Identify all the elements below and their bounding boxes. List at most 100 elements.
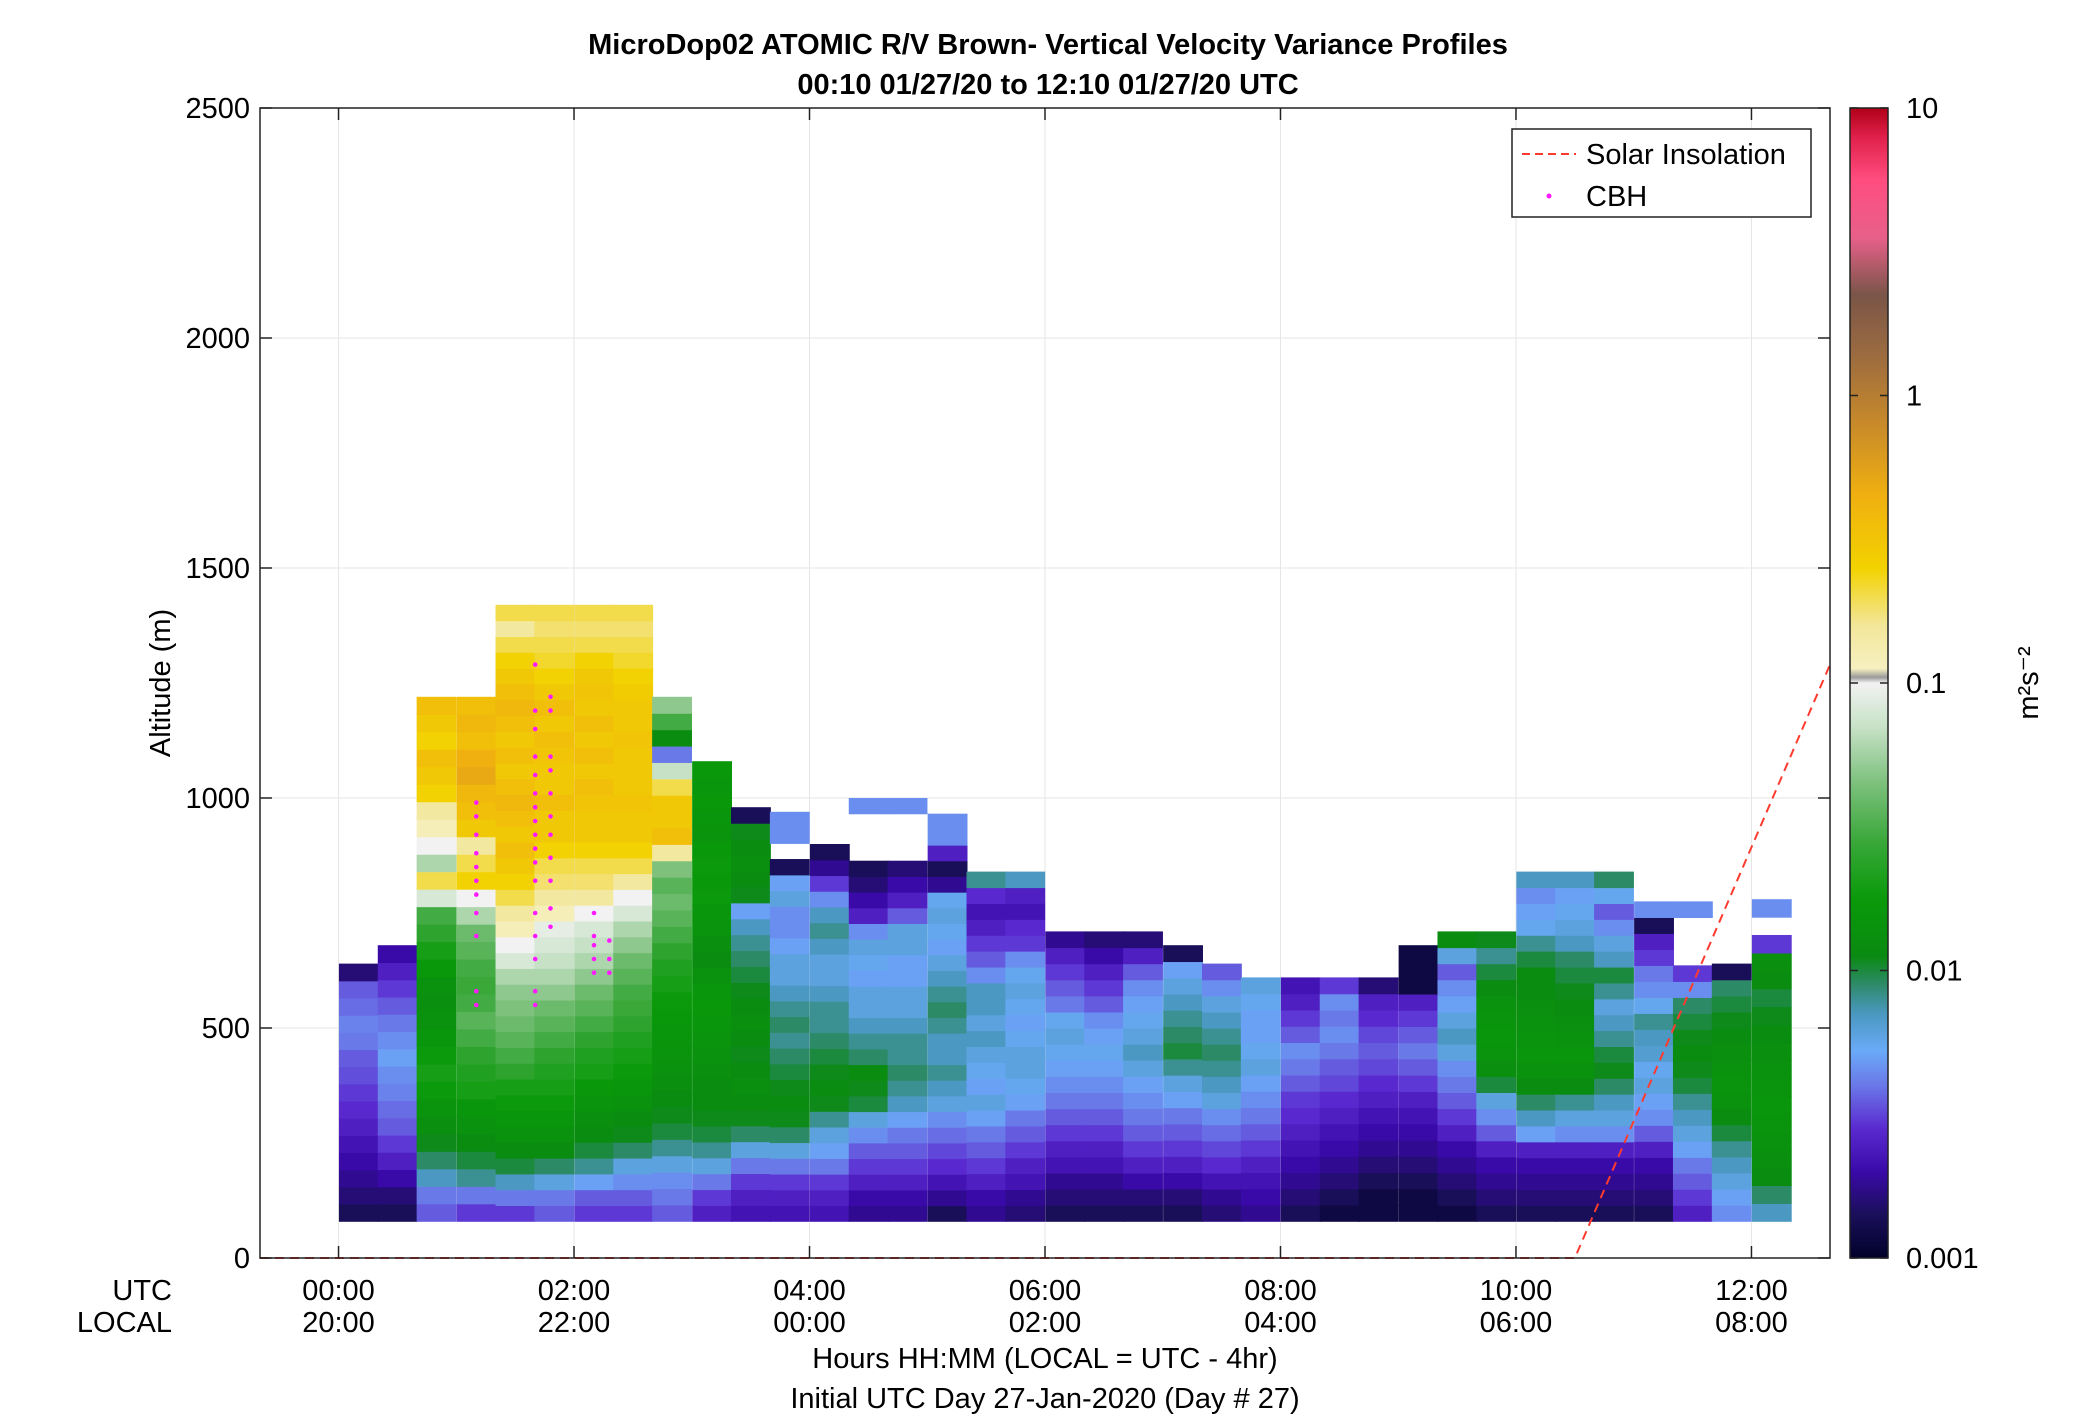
heatmap-cell — [1123, 1124, 1163, 1142]
heatmap-cell — [692, 935, 733, 953]
heatmap-cell — [731, 1189, 771, 1206]
heatmap-cell — [1280, 1204, 1321, 1222]
heatmap-cell — [1594, 871, 1634, 889]
heatmap-cell — [1516, 919, 1557, 936]
heatmap-cell — [966, 1125, 1007, 1143]
heatmap-cell — [809, 891, 850, 908]
x-tick-label-utc: 06:00 — [1009, 1275, 1082, 1307]
heatmap-cell — [966, 966, 1007, 984]
cbh-point — [591, 956, 597, 962]
heatmap-cell — [1751, 899, 1792, 918]
legend-box — [1511, 128, 1812, 218]
colorbar-label: m²s⁻² — [2013, 646, 2045, 720]
heatmap-cell — [495, 1110, 536, 1127]
heatmap-cell — [416, 854, 457, 873]
heatmap-cell — [1163, 1010, 1203, 1027]
heatmap-cell — [966, 982, 1007, 1000]
heatmap-cell — [574, 1157, 615, 1175]
heatmap-cell — [534, 1142, 575, 1159]
cbh-point — [548, 754, 553, 759]
heatmap-cell — [574, 715, 615, 732]
heatmap-cell — [731, 1061, 771, 1079]
heatmap-cell — [927, 1048, 968, 1066]
heatmap-cell — [1280, 1091, 1321, 1109]
heatmap-cell — [1594, 1173, 1634, 1191]
heatmap-cell — [1437, 1172, 1478, 1190]
heatmap-cell — [1319, 1058, 1360, 1076]
heatmap-cell — [377, 1117, 418, 1136]
chart-subtitle: 00:10 01/27/20 to 12:10 01/27/20 UTC — [797, 69, 1298, 101]
heatmap-cell — [848, 923, 889, 940]
heatmap-cell — [1005, 871, 1046, 889]
heatmap-cell — [769, 1142, 810, 1159]
cbh-point — [591, 970, 597, 976]
heatmap-cell — [1358, 1188, 1399, 1206]
heatmap-cell — [534, 1031, 575, 1048]
heatmap-cell — [1516, 966, 1557, 984]
heatmap-cell — [848, 1111, 889, 1128]
heatmap-cell — [416, 871, 457, 890]
heatmap-cell — [1437, 1124, 1478, 1142]
heatmap-cell — [495, 1157, 536, 1175]
heatmap-cell — [495, 604, 536, 622]
heatmap-cell — [1555, 1030, 1596, 1047]
heatmap-cell — [1516, 1157, 1557, 1175]
heatmap-cell — [416, 1046, 457, 1065]
heatmap-cell — [377, 1203, 418, 1222]
heatmap-cell — [416, 714, 457, 733]
heatmap-cell — [1201, 979, 1242, 997]
heatmap-cell — [1319, 1156, 1360, 1174]
heatmap-cell — [692, 777, 733, 794]
heatmap-cell — [534, 1063, 575, 1080]
heatmap-cell — [1045, 1044, 1086, 1061]
heatmap-cell — [692, 1189, 733, 1206]
heatmap-cell — [1240, 1058, 1281, 1076]
heatmap-cell — [769, 1110, 810, 1128]
heatmap-cell — [1476, 1076, 1517, 1093]
x-tick-label-utc: 04:00 — [773, 1275, 846, 1307]
heatmap-cell — [769, 1173, 810, 1191]
heatmap-cell — [1005, 951, 1046, 968]
heatmap-cell — [416, 749, 457, 768]
heatmap-cell — [534, 620, 575, 638]
heatmap-cell — [456, 1011, 497, 1030]
heatmap-cell — [652, 1172, 692, 1190]
heatmap-cell — [692, 856, 733, 873]
heatmap-cell — [887, 1033, 928, 1050]
heatmap-cell — [769, 985, 810, 1002]
heatmap-cell — [456, 836, 497, 855]
heatmap-cell — [652, 696, 692, 714]
heatmap-cell — [1555, 919, 1596, 936]
heatmap-cell — [416, 906, 457, 925]
heatmap-cell — [1319, 977, 1360, 995]
heatmap-cell — [1516, 1078, 1557, 1095]
heatmap-cell — [692, 1173, 733, 1191]
heatmap-cell — [1358, 993, 1399, 1011]
heatmap-cell — [495, 936, 536, 954]
heatmap-cell — [769, 1095, 810, 1112]
heatmap-cell — [1711, 979, 1752, 997]
heatmap-cell — [1319, 1026, 1360, 1044]
heatmap-cell — [692, 1046, 733, 1064]
heatmap-cell — [1005, 1094, 1046, 1111]
heatmap-cell — [534, 652, 575, 669]
heatmap-cell — [809, 1126, 850, 1144]
heatmap-cell — [1398, 1026, 1439, 1044]
heatmap-cell — [1045, 963, 1086, 981]
heatmap-cell — [495, 652, 536, 669]
heatmap-cell — [1005, 998, 1046, 1016]
heatmap-cell — [769, 1189, 810, 1207]
heatmap-cell — [456, 1046, 497, 1065]
heatmap-cell — [574, 1142, 615, 1159]
heatmap-cell — [887, 1205, 928, 1222]
heatmap-cell — [1634, 901, 1674, 918]
heatmap-cell — [1240, 1156, 1281, 1174]
heatmap-cell — [1358, 1042, 1399, 1060]
heatmap-cell — [927, 970, 968, 987]
heatmap-cell — [1437, 1060, 1478, 1077]
heatmap-cell — [731, 1173, 771, 1190]
heatmap-cell — [1711, 1076, 1752, 1093]
colorbar: 0.001 0.01 0.1 1 10 m²s⁻² — [1849, 93, 2045, 1275]
heatmap-cell — [534, 762, 575, 780]
heatmap-cell — [731, 1125, 771, 1143]
